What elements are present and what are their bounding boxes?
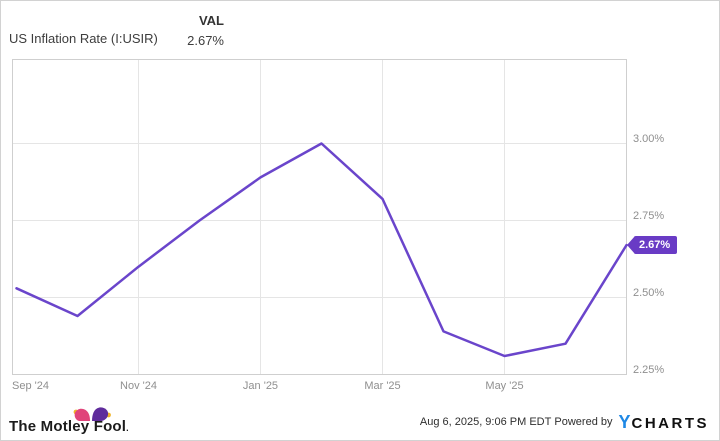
x-axis-label: Sep '24 (12, 380, 49, 392)
ycharts-logo[interactable]: Y CHARTS (618, 412, 709, 433)
ycharts-wordmark: CHARTS (631, 414, 709, 432)
x-axis-label: Jan '25 (242, 380, 279, 392)
x-axis-label: May '25 (485, 380, 524, 392)
x-axis-label: Mar '25 (364, 380, 401, 392)
brand-trademark: . (126, 423, 129, 433)
y-axis-label: 2.25% (633, 363, 665, 376)
footer-stamp: Aug 6, 2025, 9:06 PM EDT Powered by Y CHA… (420, 410, 709, 434)
value-column-header: VAL (198, 13, 224, 28)
brand-name: The Motley Fool. (9, 418, 129, 435)
motley-fool-logo[interactable]: The Motley Fool. (9, 405, 149, 435)
chart-title: US Inflation Rate (I:USIR) (9, 31, 158, 46)
jester-hat-icon (73, 407, 111, 421)
x-axis-label: Nov '24 (120, 380, 157, 392)
y-axis-label: 2.75% (633, 209, 665, 222)
y-axis-label: 2.50% (633, 286, 665, 299)
last-value-tag: 2.67% (634, 236, 678, 255)
timestamp: Aug 6, 2025, 9:06 PM EDT Powered by (419, 416, 613, 428)
y-axis-label: 3.00% (633, 132, 665, 145)
inflation-line (15, 142, 628, 358)
plot-border (12, 59, 627, 375)
ycharts-y-glyph: Y (618, 411, 632, 432)
current-value: 2.67% (187, 33, 224, 48)
value-column: VAL 2.67% (161, 13, 224, 48)
